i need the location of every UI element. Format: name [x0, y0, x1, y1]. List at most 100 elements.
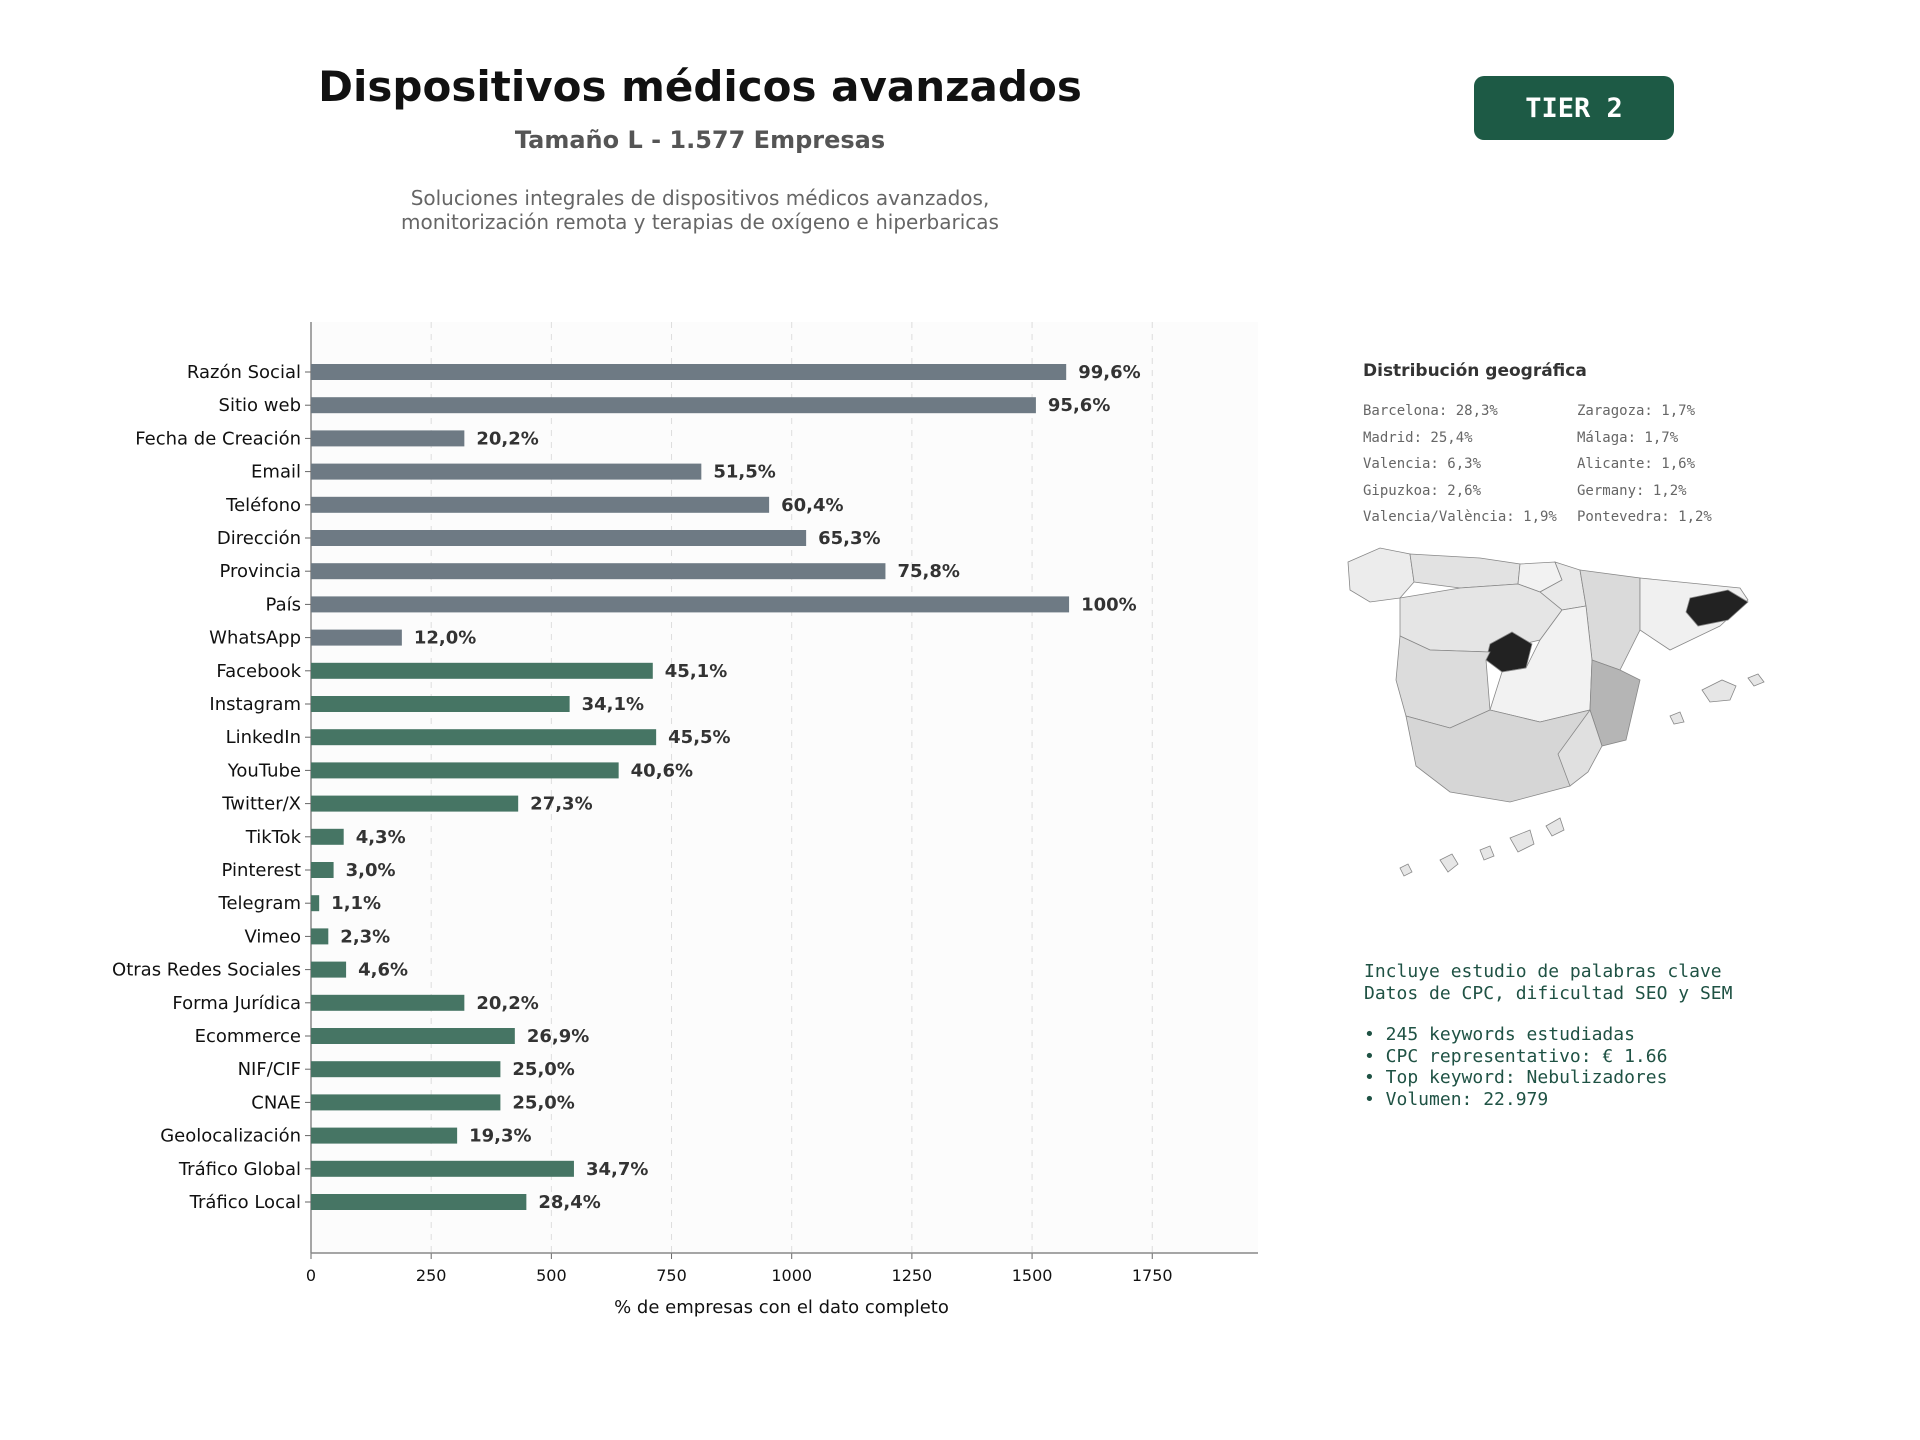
- region-barcelona: [1685, 589, 1749, 627]
- geo-item: Pontevedra: 1,2%: [1577, 509, 1712, 525]
- category-label: LinkedIn: [226, 727, 301, 748]
- x-tick-label: 250: [416, 1266, 447, 1285]
- page-title: Dispositivos médicos avanzados: [318, 62, 1082, 111]
- category-label: YouTube: [227, 760, 301, 781]
- bar: [311, 928, 329, 945]
- category-label: Email: [251, 462, 301, 483]
- category-label: Dirección: [217, 528, 301, 549]
- bar: [311, 1160, 574, 1177]
- bar: [311, 563, 886, 580]
- data-label: 26,9%: [527, 1026, 589, 1047]
- category-label: Tráfico Global: [178, 1159, 301, 1180]
- balearic-islands: [1669, 673, 1765, 725]
- category-label: Pinterest: [221, 860, 301, 881]
- category-label: TikTok: [245, 827, 302, 848]
- bar: [311, 729, 657, 746]
- category-label: Telegram: [218, 893, 301, 914]
- data-label: 60,4%: [781, 495, 843, 516]
- geo-item: Barcelona: 28,3%: [1363, 403, 1498, 419]
- geo-item: Germany: 1,2%: [1577, 482, 1687, 499]
- data-label: 34,7%: [586, 1159, 648, 1180]
- data-label: 28,4%: [538, 1192, 600, 1213]
- category-label: Vimeo: [244, 926, 301, 947]
- category-label: Fecha de Creación: [135, 428, 301, 449]
- category-label: Sitio web: [219, 395, 301, 416]
- category-label: Tráfico Local: [189, 1192, 301, 1213]
- bar: [311, 1194, 527, 1210]
- category-label: País: [266, 594, 301, 615]
- data-label: 2,3%: [340, 926, 390, 947]
- spain-mainland: [1347, 547, 1749, 803]
- canary-islands: [1399, 817, 1565, 877]
- category-label: Otras Redes Sociales: [112, 960, 301, 981]
- description-line-1: Soluciones integrales de dispositivos mé…: [410, 186, 990, 210]
- x-axis-label: % de empresas con el dato completo: [614, 1297, 949, 1318]
- region-murcia: [1557, 709, 1603, 787]
- x-tick-label: 500: [536, 1266, 567, 1285]
- x-tick-label: 1000: [771, 1266, 812, 1285]
- description-line-2: monitorización remota y terapias de oxíg…: [401, 210, 999, 234]
- data-label: 20,2%: [476, 428, 538, 449]
- geo-item: Madrid: 25,4%: [1363, 429, 1473, 446]
- bar: [311, 596, 1070, 613]
- bar: [311, 862, 334, 878]
- x-tick-label: 1500: [1012, 1266, 1053, 1285]
- tier-badge: TIER 2: [1474, 76, 1674, 140]
- data-label: 25,0%: [512, 1059, 574, 1080]
- data-label: 34,1%: [582, 694, 644, 715]
- data-label: 1,1%: [331, 893, 381, 914]
- keywords-line-1: Incluye estudio de palabras clave: [1364, 961, 1722, 982]
- bar: [311, 895, 320, 912]
- data-label: 20,2%: [476, 993, 538, 1014]
- bar: [311, 1094, 501, 1111]
- bar: [311, 994, 465, 1011]
- category-label: NIF/CIF: [238, 1059, 301, 1080]
- data-label: 99,6%: [1078, 362, 1140, 383]
- description: Soluciones integrales de dispositivos mé…: [200, 186, 1200, 234]
- data-label: 40,6%: [631, 760, 693, 781]
- data-label: 65,3%: [818, 528, 880, 549]
- bar: [311, 762, 619, 779]
- geo-item: Valencia: 6,3%: [1363, 456, 1482, 472]
- bar: [311, 397, 1036, 414]
- data-label: 4,3%: [356, 827, 406, 848]
- geo-item: Valencia/València: 1,9%: [1363, 509, 1557, 525]
- geo-item: Gipuzkoa: 2,6%: [1363, 482, 1482, 499]
- bar: [311, 662, 653, 679]
- bar: [311, 496, 770, 513]
- bar: [311, 364, 1067, 380]
- keywords-bullet-4: • Volumen: 22.979: [1364, 1088, 1549, 1110]
- bar: [311, 1127, 458, 1144]
- region-castilla-leon: [1399, 583, 1563, 653]
- bar: [311, 1028, 515, 1044]
- category-label: Instagram: [209, 694, 301, 715]
- keywords-bullet-2: • CPC representativo: € 1.66: [1364, 1045, 1668, 1067]
- data-label: 51,5%: [713, 462, 775, 483]
- page-subtitle: Tamaño L - 1.577 Empresas: [514, 126, 886, 154]
- category-label: Ecommerce: [195, 1026, 301, 1047]
- category-label: WhatsApp: [209, 628, 301, 649]
- data-label: 4,6%: [358, 960, 408, 981]
- plot-area: [311, 322, 1258, 1253]
- bar: [311, 530, 807, 546]
- region-galicia: [1347, 547, 1415, 603]
- bar: [311, 961, 347, 978]
- x-tick-label: 0: [306, 1266, 316, 1285]
- data-label: 95,6%: [1048, 395, 1110, 416]
- data-label: 75,8%: [897, 561, 959, 582]
- keywords-bullet-1: • 245 keywords estudiadas: [1364, 1024, 1635, 1045]
- category-label: Facebook: [216, 661, 301, 682]
- category-label: Provincia: [219, 561, 301, 582]
- data-label: 100%: [1081, 594, 1137, 615]
- data-label: 3,0%: [346, 860, 396, 881]
- geo-item: Málaga: 1,7%: [1577, 429, 1679, 446]
- x-tick-label: 750: [656, 1266, 687, 1285]
- keywords-info: Incluye estudio de palabras clave Datos …: [1364, 961, 1732, 1110]
- keywords-line-2: Datos de CPC, dificultad SEO y SEM: [1364, 982, 1733, 1004]
- geo-item: Alicante: 1,6%: [1577, 456, 1696, 472]
- x-tick-label: 1250: [892, 1266, 933, 1285]
- bar: [311, 629, 402, 646]
- bar: [311, 795, 519, 812]
- bar: [311, 1061, 501, 1078]
- data-label: 45,1%: [665, 661, 727, 682]
